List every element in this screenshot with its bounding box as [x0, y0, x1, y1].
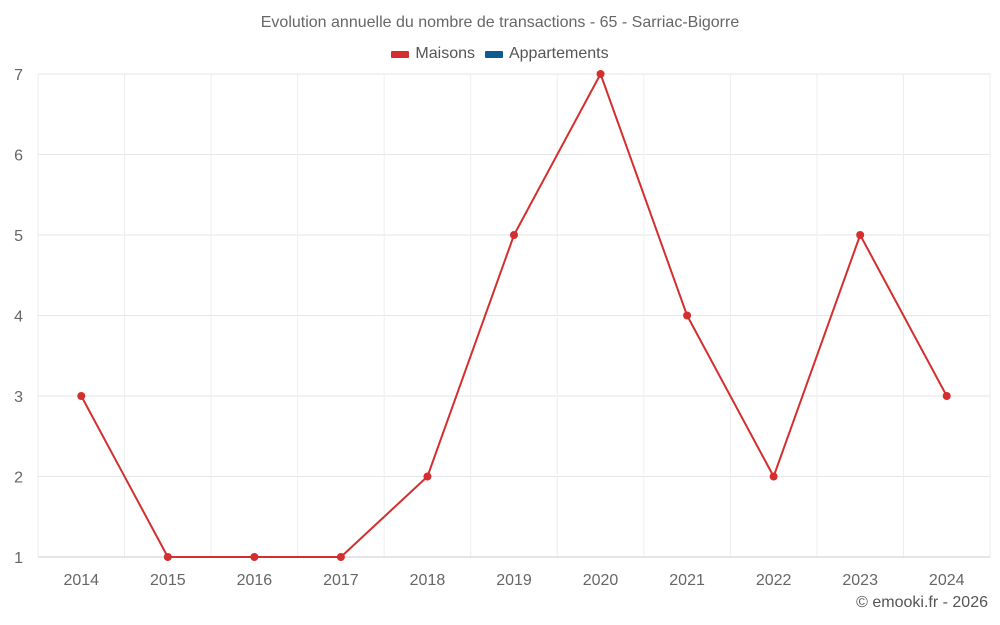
- x-tick-label: 2020: [583, 572, 619, 589]
- credit-text: © emooki.fr - 2026: [856, 594, 988, 611]
- x-tick-label: 2017: [323, 572, 359, 589]
- legend-label-maisons: Maisons: [415, 45, 475, 62]
- chart-title: Evolution annuelle du nombre de transact…: [260, 14, 740, 31]
- data-point: [163, 553, 172, 561]
- x-tick-label: 2014: [63, 572, 99, 589]
- data-point: [250, 553, 259, 561]
- legend-swatch-appartements: [484, 50, 503, 58]
- x-tick-label: 2015: [150, 572, 186, 589]
- data-point: [942, 392, 951, 400]
- chart-axes: 1 2 3 4 5 6 7 2014 2015 2016 2017 2018 2019 2020 2021 2…: [14, 67, 990, 589]
- legend-item-maisons[interactable]: Maisons: [391, 45, 475, 63]
- x-tick-label: 2016: [237, 572, 273, 589]
- data-point: [510, 231, 518, 239]
- y-tick-label: 4: [14, 309, 23, 326]
- x-tick-label: 2024: [929, 572, 965, 589]
- data-point: [596, 70, 605, 78]
- y-tick-label: 1: [14, 550, 23, 567]
- y-tick-label: 3: [14, 389, 23, 406]
- legend-item-appartements[interactable]: Appartements: [484, 45, 609, 63]
- chart-legend: Maisons Appartements: [0, 45, 1000, 63]
- y-tick-label: 5: [14, 228, 23, 245]
- data-point: [683, 311, 692, 320]
- data-point: [769, 472, 778, 481]
- x-tick-label: 2022: [756, 572, 792, 589]
- data-point: [423, 472, 432, 481]
- legend-swatch-maisons: [391, 50, 410, 58]
- data-point: [336, 553, 345, 561]
- data-point: [856, 231, 865, 239]
- y-tick-label: 6: [14, 148, 23, 165]
- x-tick-label: 2023: [842, 572, 878, 589]
- y-tick-label: 2: [14, 470, 23, 487]
- x-tick-label: 2018: [410, 572, 446, 589]
- x-tick-label: 2021: [669, 572, 705, 589]
- x-tick-label: 2019: [496, 572, 532, 589]
- chart-grid: [37, 73, 991, 558]
- y-tick-label: 7: [14, 67, 23, 84]
- chart-series: [77, 70, 951, 561]
- data-point: [77, 392, 86, 400]
- legend-label-appartements: Appartements: [508, 45, 609, 62]
